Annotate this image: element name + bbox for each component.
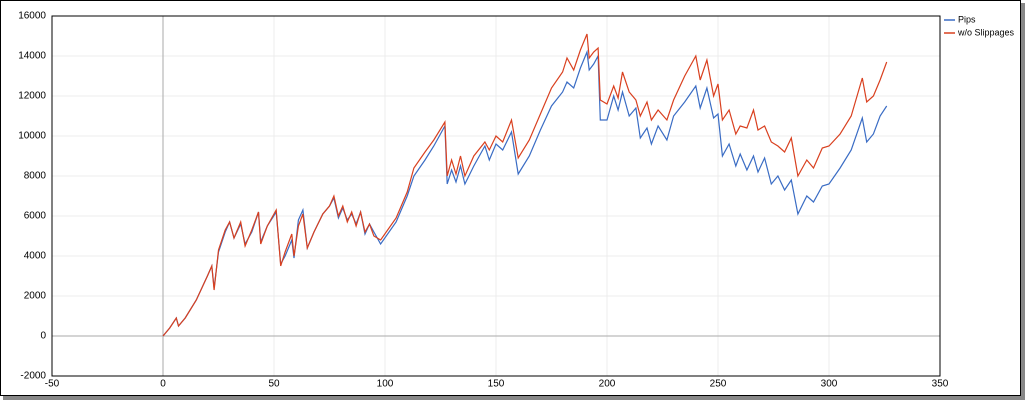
x-tick-label: 50 [268, 379, 280, 390]
y-tick-label: 4000 [24, 251, 47, 262]
x-tick-label: 250 [710, 379, 727, 390]
y-tick-label: 0 [40, 331, 46, 342]
plot-area [51, 15, 941, 377]
y-tick-label: -2000 [20, 371, 46, 382]
x-tick-label: 150 [488, 379, 505, 390]
y-tick-label: 6000 [24, 211, 47, 222]
y-tick-label: 16000 [18, 11, 46, 22]
legend-label: w/o Slippages [957, 27, 1015, 37]
shadow [1021, 3, 1025, 400]
x-tick-label: 350 [932, 379, 949, 390]
y-tick-label: 12000 [18, 91, 46, 102]
y-tick-label: 10000 [18, 131, 46, 142]
y-tick-label: 14000 [18, 51, 46, 62]
x-tick-label: 0 [160, 379, 166, 390]
series-line [162, 33, 888, 337]
y-tick-label: 8000 [24, 171, 47, 182]
x-tick-label: 100 [377, 379, 394, 390]
x-tick-label: 200 [599, 379, 616, 390]
x-tick-label: -50 [45, 379, 60, 390]
shadow [3, 396, 1023, 400]
series-line [162, 49, 888, 337]
x-tick-label: 300 [821, 379, 838, 390]
y-tick-label: 2000 [24, 291, 47, 302]
legend-label: Pips [958, 14, 976, 24]
